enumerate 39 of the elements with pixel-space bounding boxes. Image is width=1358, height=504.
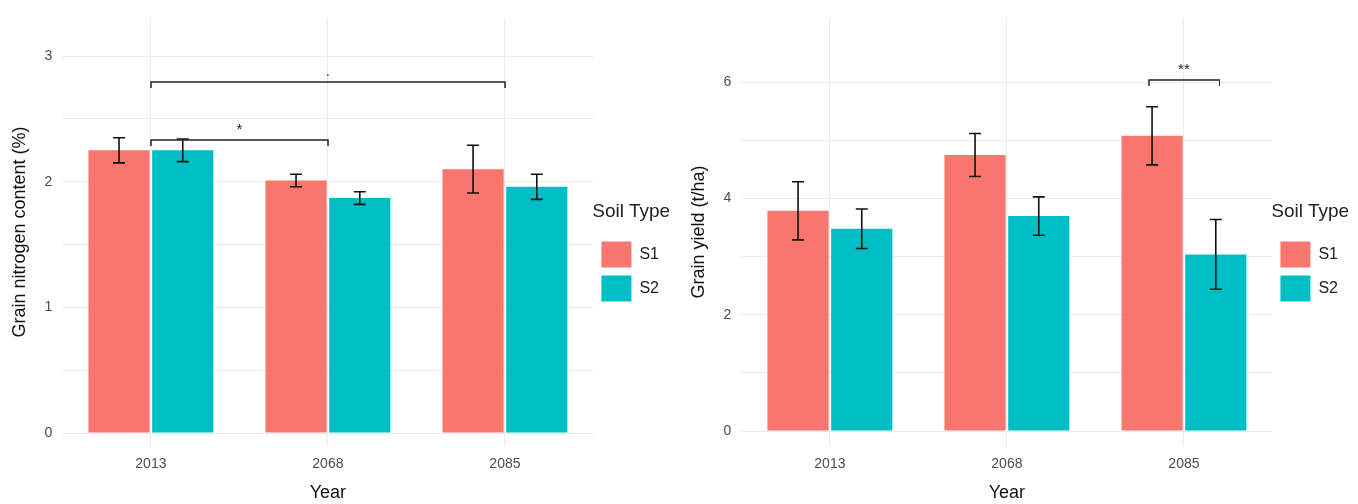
x-tick-label: 2013	[814, 454, 846, 471]
annotation: .	[325, 62, 330, 80]
legend-label: S1	[639, 244, 660, 262]
annotation: *	[236, 120, 243, 138]
y-tick-label: 6	[723, 73, 732, 90]
bar	[506, 186, 568, 433]
bar	[152, 150, 214, 433]
x-tick-label: 2085	[489, 454, 521, 471]
y-tick-label: 4	[723, 189, 732, 206]
bar	[442, 169, 504, 433]
y-tick-label: 0	[44, 423, 53, 440]
bar	[767, 210, 829, 431]
legend-label: S1	[1318, 244, 1339, 262]
x-tick-label: 2013	[135, 454, 167, 471]
x-tick-label: 2085	[1168, 454, 1200, 471]
y-tick-label: 2	[44, 172, 53, 189]
y-axis-title: Grain nitrogen content (%)	[8, 126, 29, 338]
x-axis-title: Year	[309, 482, 347, 503]
legend-title: Soil Type	[592, 200, 671, 222]
y-tick-label: 1	[44, 298, 53, 315]
bar	[1185, 254, 1247, 431]
bar	[329, 198, 391, 433]
y-axis-title: Grain yield (t/ha)	[687, 165, 708, 299]
x-tick-label: 2068	[312, 454, 344, 471]
x-axis-title: Year	[988, 482, 1026, 503]
y-tick-label: 0	[723, 421, 732, 438]
bar	[831, 228, 893, 431]
bar	[265, 180, 327, 433]
legend-label: S2	[1318, 278, 1339, 296]
bar	[1121, 135, 1183, 431]
bar	[1008, 216, 1070, 431]
legend-title: Soil Type	[1271, 200, 1350, 222]
bar	[88, 150, 150, 433]
bar	[944, 154, 1006, 431]
legend-label: S2	[639, 278, 660, 296]
x-tick-label: 2068	[991, 454, 1023, 471]
y-tick-label: 2	[723, 305, 732, 322]
y-tick-label: 3	[44, 46, 53, 63]
annotation: **	[1178, 60, 1190, 78]
